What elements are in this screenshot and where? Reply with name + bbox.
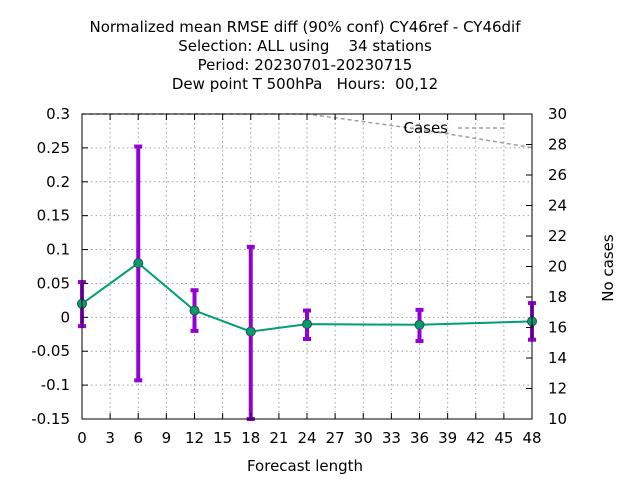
y2-tick-label: 10: [548, 410, 567, 428]
data-point: [245, 326, 256, 337]
y2-ticks: 10 12 14 16 18 20 22 24 26 28 30: [526, 105, 567, 428]
title-line-3: Period: 20230701-20230715: [198, 56, 413, 74]
x-tick-label: 48: [522, 429, 541, 447]
y-ticks: -0.15 -0.1 -0.05 0 0.05 0.1 0.15 0.2 0.25 0.3: [31, 105, 88, 428]
title-line-4: Dew point T 500hPa Hours: 00,12: [172, 75, 438, 93]
x-tick-label: 24: [297, 429, 316, 447]
data-point: [189, 305, 200, 316]
x-tick-label: 30: [354, 429, 373, 447]
x-axis-label: Forecast length: [247, 457, 363, 475]
x-tick-label: 12: [185, 429, 204, 447]
x-tick-label: 15: [213, 429, 232, 447]
x-tick-label: 42: [466, 429, 485, 447]
y-tick-label: 0: [60, 308, 70, 326]
data-point: [133, 258, 144, 269]
y-tick-label: 0.15: [37, 207, 70, 225]
y-tick-label: 0.05: [37, 274, 70, 292]
y2-tick-label: 22: [548, 227, 567, 245]
y2-tick-label: 30: [548, 105, 567, 123]
x-tick-label: 9: [162, 429, 172, 447]
y-tick-label: -0.05: [31, 342, 70, 360]
x-tick-label: 33: [382, 429, 401, 447]
legend: Cases: [403, 119, 506, 137]
title-line-1: Normalized mean RMSE diff (90% conf) CY4…: [89, 18, 521, 36]
y-tick-label: -0.15: [31, 410, 70, 428]
y2-tick-label: 14: [548, 349, 567, 367]
x-tick-label: 21: [269, 429, 288, 447]
y2-tick-label: 28: [548, 136, 567, 154]
y-tick-label: 0.2: [46, 173, 70, 191]
x-tick-label: 18: [241, 429, 260, 447]
x-tick-label: 27: [326, 429, 345, 447]
y2-tick-label: 24: [548, 197, 567, 215]
y-tick-label: 0.25: [37, 139, 70, 157]
data-point: [414, 319, 425, 330]
x-tick-label: 3: [105, 429, 115, 447]
y-tick-label: 0.1: [46, 241, 70, 259]
x-ticks: 0 3 6 9 12 15 18 21 24 27 30 33 36 39 42 45 48: [77, 114, 542, 447]
legend-cases-label: Cases: [403, 119, 448, 137]
x-tick-label: 6: [133, 429, 143, 447]
y2-axis-label: No cases: [599, 234, 617, 302]
x-tick-label: 45: [494, 429, 513, 447]
data-point: [302, 319, 312, 330]
y2-tick-label: 16: [548, 319, 567, 337]
y2-tick-label: 26: [548, 166, 567, 184]
x-tick-label: 36: [410, 429, 429, 447]
y2-tick-label: 20: [548, 258, 567, 276]
y2-tick-label: 12: [548, 380, 567, 398]
chart-title: Normalized mean RMSE diff (90% conf) CY4…: [89, 18, 521, 93]
x-tick-label: 39: [438, 429, 457, 447]
title-line-2: Selection: ALL using 34 stations: [178, 37, 432, 55]
y-tick-label: 0.3: [46, 105, 70, 123]
y-tick-label: -0.1: [41, 376, 70, 394]
x-tick-label: 0: [77, 429, 87, 447]
y2-tick-label: 18: [548, 288, 567, 306]
grid: [82, 114, 532, 419]
